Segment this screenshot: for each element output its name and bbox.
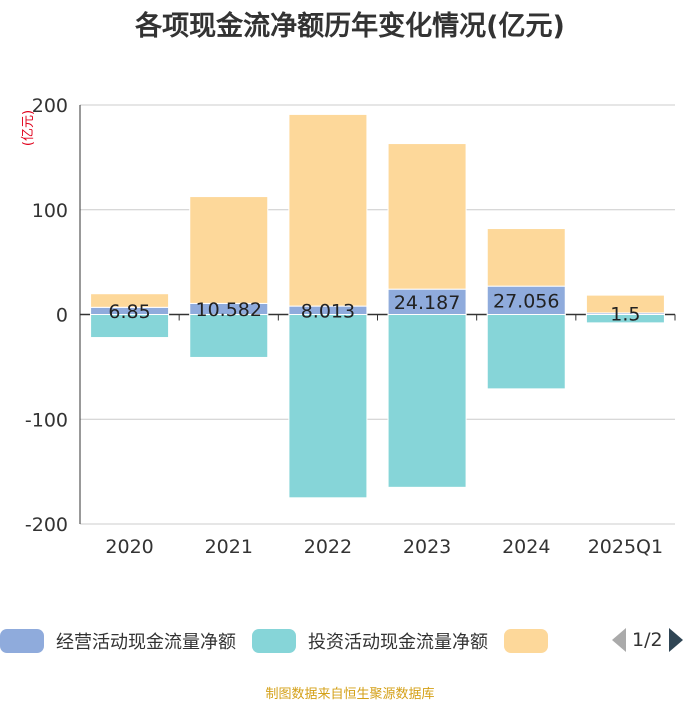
- data-label-operating: 27.056: [493, 290, 559, 312]
- y-tick-label: 0: [56, 305, 68, 327]
- bar-financing: [387, 143, 467, 290]
- bar-financing: [288, 113, 368, 307]
- source-note: 制图数据来自恒生聚源数据库: [265, 687, 435, 702]
- pager-page-text: 1/2: [632, 629, 663, 651]
- bar-financing: [189, 196, 269, 304]
- legend-swatch-investing: [252, 629, 296, 653]
- bar-investing: [90, 314, 170, 339]
- bar-investing: [585, 314, 665, 324]
- data-label-operating: 8.013: [301, 300, 355, 322]
- y-tick-label: 200: [32, 95, 68, 117]
- pager-prev-icon[interactable]: [612, 628, 626, 652]
- bar-financing: [90, 293, 170, 308]
- cashflow-chart: 200 100 0 -100 -200 (亿元) 6.85 2020 10.582 2021 8.0…: [21, 95, 676, 558]
- legend-item-investing[interactable]: 投资活动现金流量净额: [252, 628, 488, 654]
- legend: 经营活动现金流量净额 投资活动现金流量净额: [0, 626, 576, 656]
- bar-operating: [387, 288, 467, 316]
- legend-item-financing[interactable]: [504, 629, 560, 653]
- data-label-operating: 1.5: [610, 304, 640, 326]
- data-label-operating: 24.187: [394, 292, 460, 314]
- data-label-operating: 10.582: [196, 299, 262, 321]
- y-tick-label: 100: [32, 200, 68, 222]
- legend-label-investing: 投资活动现金流量净额: [308, 632, 488, 653]
- x-tick-label: 2024: [502, 536, 550, 558]
- legend-pager: 1/2: [612, 628, 683, 652]
- legend-label-operating: 经营活动现金流量净额: [56, 632, 236, 653]
- bar-investing: [189, 314, 269, 358]
- x-tick-label: 2021: [205, 536, 253, 558]
- x-tick-label: 2023: [403, 536, 451, 558]
- x-tick-label: 2022: [304, 536, 352, 558]
- x-tick-label: 2020: [105, 536, 153, 558]
- x-tick-label: 2025Q1: [588, 536, 663, 558]
- legend-item-operating[interactable]: 经营活动现金流量净额: [0, 628, 236, 654]
- y-tick-label: -100: [25, 409, 68, 431]
- chart-title: 各项现金流净额历年变化情况(亿元): [135, 11, 565, 42]
- bar-investing: [288, 314, 368, 499]
- bar-financing: [585, 294, 665, 314]
- y-axis-label: (亿元): [21, 110, 36, 146]
- bar-financing: [486, 228, 566, 287]
- legend-swatch-financing: [504, 629, 548, 653]
- legend-swatch-operating: [0, 629, 44, 653]
- y-tick-label: -200: [25, 514, 68, 536]
- pager-next-icon[interactable]: [668, 628, 683, 652]
- data-label-operating: 6.85: [108, 301, 150, 323]
- bar-investing: [486, 314, 566, 390]
- bar-investing: [387, 314, 467, 488]
